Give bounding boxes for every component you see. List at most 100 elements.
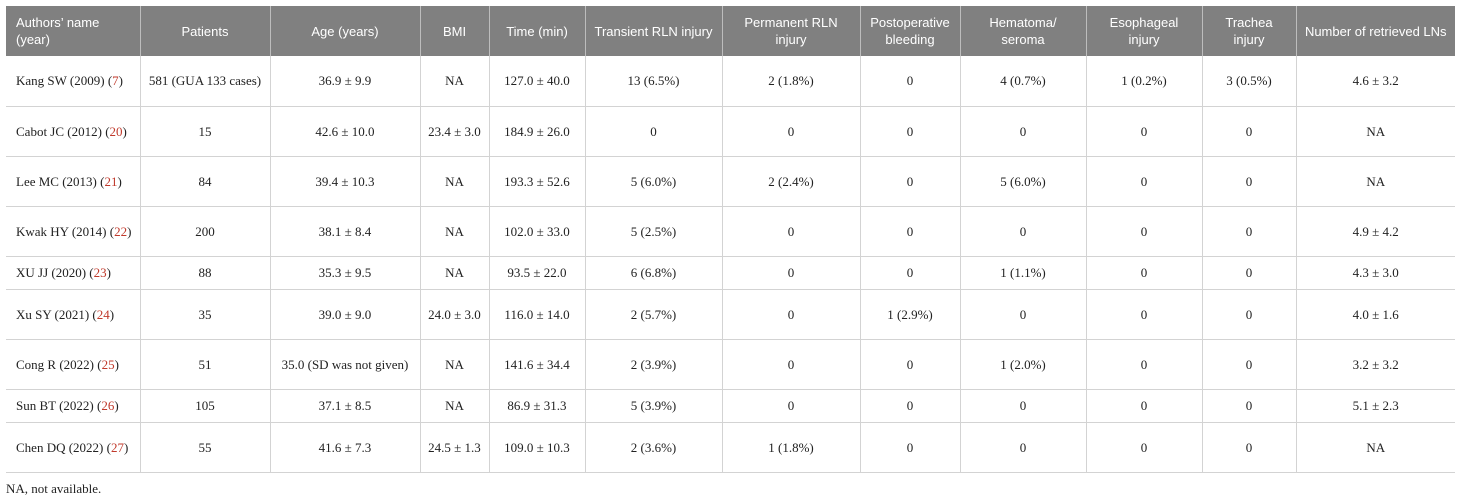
author-cell: XU JJ (2020) (23) [6, 256, 141, 290]
table-cell: 0 [722, 256, 861, 290]
table-cell: 6 (6.8%) [585, 256, 723, 290]
reference-link[interactable]: 21 [104, 173, 118, 189]
author-name: Sun BT (2022) ( [16, 398, 102, 413]
table-cell: 0 [722, 339, 861, 390]
column-header: Esophageal injury [1086, 6, 1203, 56]
table-cell: 1 (1.1%) [960, 256, 1087, 290]
table-cell: NA [420, 56, 490, 107]
table-cell: 0 [1202, 256, 1297, 290]
reference-link[interactable]: 26 [101, 398, 115, 413]
table-cell: 1 (2.9%) [860, 289, 961, 340]
table-cell: 0 [722, 206, 861, 257]
table-cell: 36.9 ± 9.9 [270, 56, 421, 107]
table-cell: 0 [722, 389, 861, 423]
column-header: Postoperative bleeding [860, 6, 961, 56]
table-cell: 0 [1086, 422, 1203, 473]
author-cell: Xu SY (2021) (24) [6, 289, 141, 340]
table-cell: 2 (3.9%) [585, 339, 723, 390]
table-cell: 35 [140, 289, 271, 340]
author-cell: Cong R (2022) (25) [6, 339, 141, 390]
table-cell: NA [1296, 106, 1455, 157]
author-name: Cabot JC (2012) ( [16, 123, 110, 139]
table-cell: 0 [860, 206, 961, 257]
table-cell: 4.0 ± 1.6 [1296, 289, 1455, 340]
table-cell: NA [420, 256, 490, 290]
author-cell: Kwak HY (2014) (22) [6, 206, 141, 257]
table-cell: NA [1296, 422, 1455, 473]
column-header: Number of retrieved LNs [1296, 6, 1455, 56]
column-header: Transient RLN injury [585, 6, 723, 56]
reference-link[interactable]: 24 [96, 306, 110, 322]
table-header: Authors’ name (year) Patients Age (years… [6, 6, 1455, 56]
table-cell: 0 [1202, 422, 1297, 473]
table-cell: 581 (GUA 133 cases) [140, 56, 271, 107]
table-cell: 55 [140, 422, 271, 473]
table-cell: 2 (2.4%) [722, 156, 861, 207]
table-cell: 0 [860, 389, 961, 423]
table-cell: 141.6 ± 34.4 [489, 339, 586, 390]
table-row: XU JJ (2020) (23) 88 35.3 ± 9.5 NA 93.5 ± 22… [6, 256, 1455, 290]
table-cell: 13 (6.5%) [585, 56, 723, 107]
table-cell: 35.3 ± 9.5 [270, 256, 421, 290]
table-cell: 4.3 ± 3.0 [1296, 256, 1455, 290]
table-cell: 1 (0.2%) [1086, 56, 1203, 107]
reference-link[interactable]: 20 [109, 123, 123, 139]
column-header: Patients [140, 6, 271, 56]
table-cell: 0 [860, 256, 961, 290]
table-row: Cabot JC (2012) (20) 15 42.6 ± 10.0 23.4 ± … [6, 106, 1455, 157]
reference-link[interactable]: 7 [112, 73, 119, 89]
table-cell: 15 [140, 106, 271, 157]
author-cell: Kang SW (2009) (7) [6, 56, 141, 107]
reference-link[interactable]: 27 [110, 439, 124, 455]
column-header: Trachea injury [1202, 6, 1297, 56]
reference-link[interactable]: 23 [93, 265, 107, 280]
author-name: Cong R (2022) ( [16, 356, 102, 372]
table-cell: 0 [1202, 289, 1297, 340]
table-cell: 0 [1202, 106, 1297, 157]
table-cell: 0 [1086, 156, 1203, 207]
author-cell: Cabot JC (2012) (20) [6, 106, 141, 157]
table-row: Chen DQ (2022) (27) 55 41.6 ± 7.3 24.5 ± 1.… [6, 422, 1455, 473]
header-row: Authors’ name (year) Patients Age (years… [6, 6, 1455, 56]
table-cell: 0 [1086, 256, 1203, 290]
table-cell: 39.0 ± 9.0 [270, 289, 421, 340]
table-cell: 0 [860, 422, 961, 473]
table-cell: 0 [860, 106, 961, 157]
table-cell: 0 [1202, 206, 1297, 257]
table-cell: 0 [960, 389, 1087, 423]
table-cell: 1 (2.0%) [960, 339, 1087, 390]
reference-link[interactable]: 25 [101, 356, 115, 372]
author-paren-close: ) [123, 439, 129, 455]
table-row: Kang SW (2009) (7) 581 (GUA 133 cases) 36.… [6, 56, 1455, 107]
table-cell: 5 (6.0%) [960, 156, 1087, 207]
table-cell: 38.1 ± 8.4 [270, 206, 421, 257]
table-row: Cong R (2022) (25) 51 35.0 (SD was not giv… [6, 339, 1455, 390]
table-cell: 0 [722, 106, 861, 157]
table-cell: 2 (3.6%) [585, 422, 723, 473]
table-cell: 0 [960, 206, 1087, 257]
table-cell: 0 [1086, 206, 1203, 257]
column-header: Authors’ name (year) [6, 6, 141, 56]
table-cell: 3 (0.5%) [1202, 56, 1297, 107]
table-cell: 0 [1202, 339, 1297, 390]
author-paren-close: ) [118, 73, 124, 89]
table-cell: 0 [1086, 289, 1203, 340]
complications-table: Authors’ name (year) Patients Age (years… [6, 6, 1455, 473]
author-name: Chen DQ (2022) ( [16, 439, 111, 455]
author-paren-close: ) [114, 356, 119, 372]
author-paren-close: ) [122, 123, 127, 139]
author-cell: Sun BT (2022) (26) [6, 389, 141, 423]
table-cell: NA [420, 339, 490, 390]
table-cell: 42.6 ± 10.0 [270, 106, 421, 157]
table-cell: 4.9 ± 4.2 [1296, 206, 1455, 257]
author-paren-close: ) [114, 398, 119, 413]
table-cell: 127.0 ± 40.0 [489, 56, 586, 107]
table-cell: 93.5 ± 22.0 [489, 256, 586, 290]
column-header: BMI [420, 6, 490, 56]
author-paren-close: ) [106, 265, 111, 280]
reference-link[interactable]: 22 [114, 223, 128, 239]
table-cell: NA [420, 206, 490, 257]
table-cell: 23.4 ± 3.0 [420, 106, 490, 157]
table-cell: 35.0 (SD was not given) [270, 339, 421, 390]
table-cell: 3.2 ± 3.2 [1296, 339, 1455, 390]
